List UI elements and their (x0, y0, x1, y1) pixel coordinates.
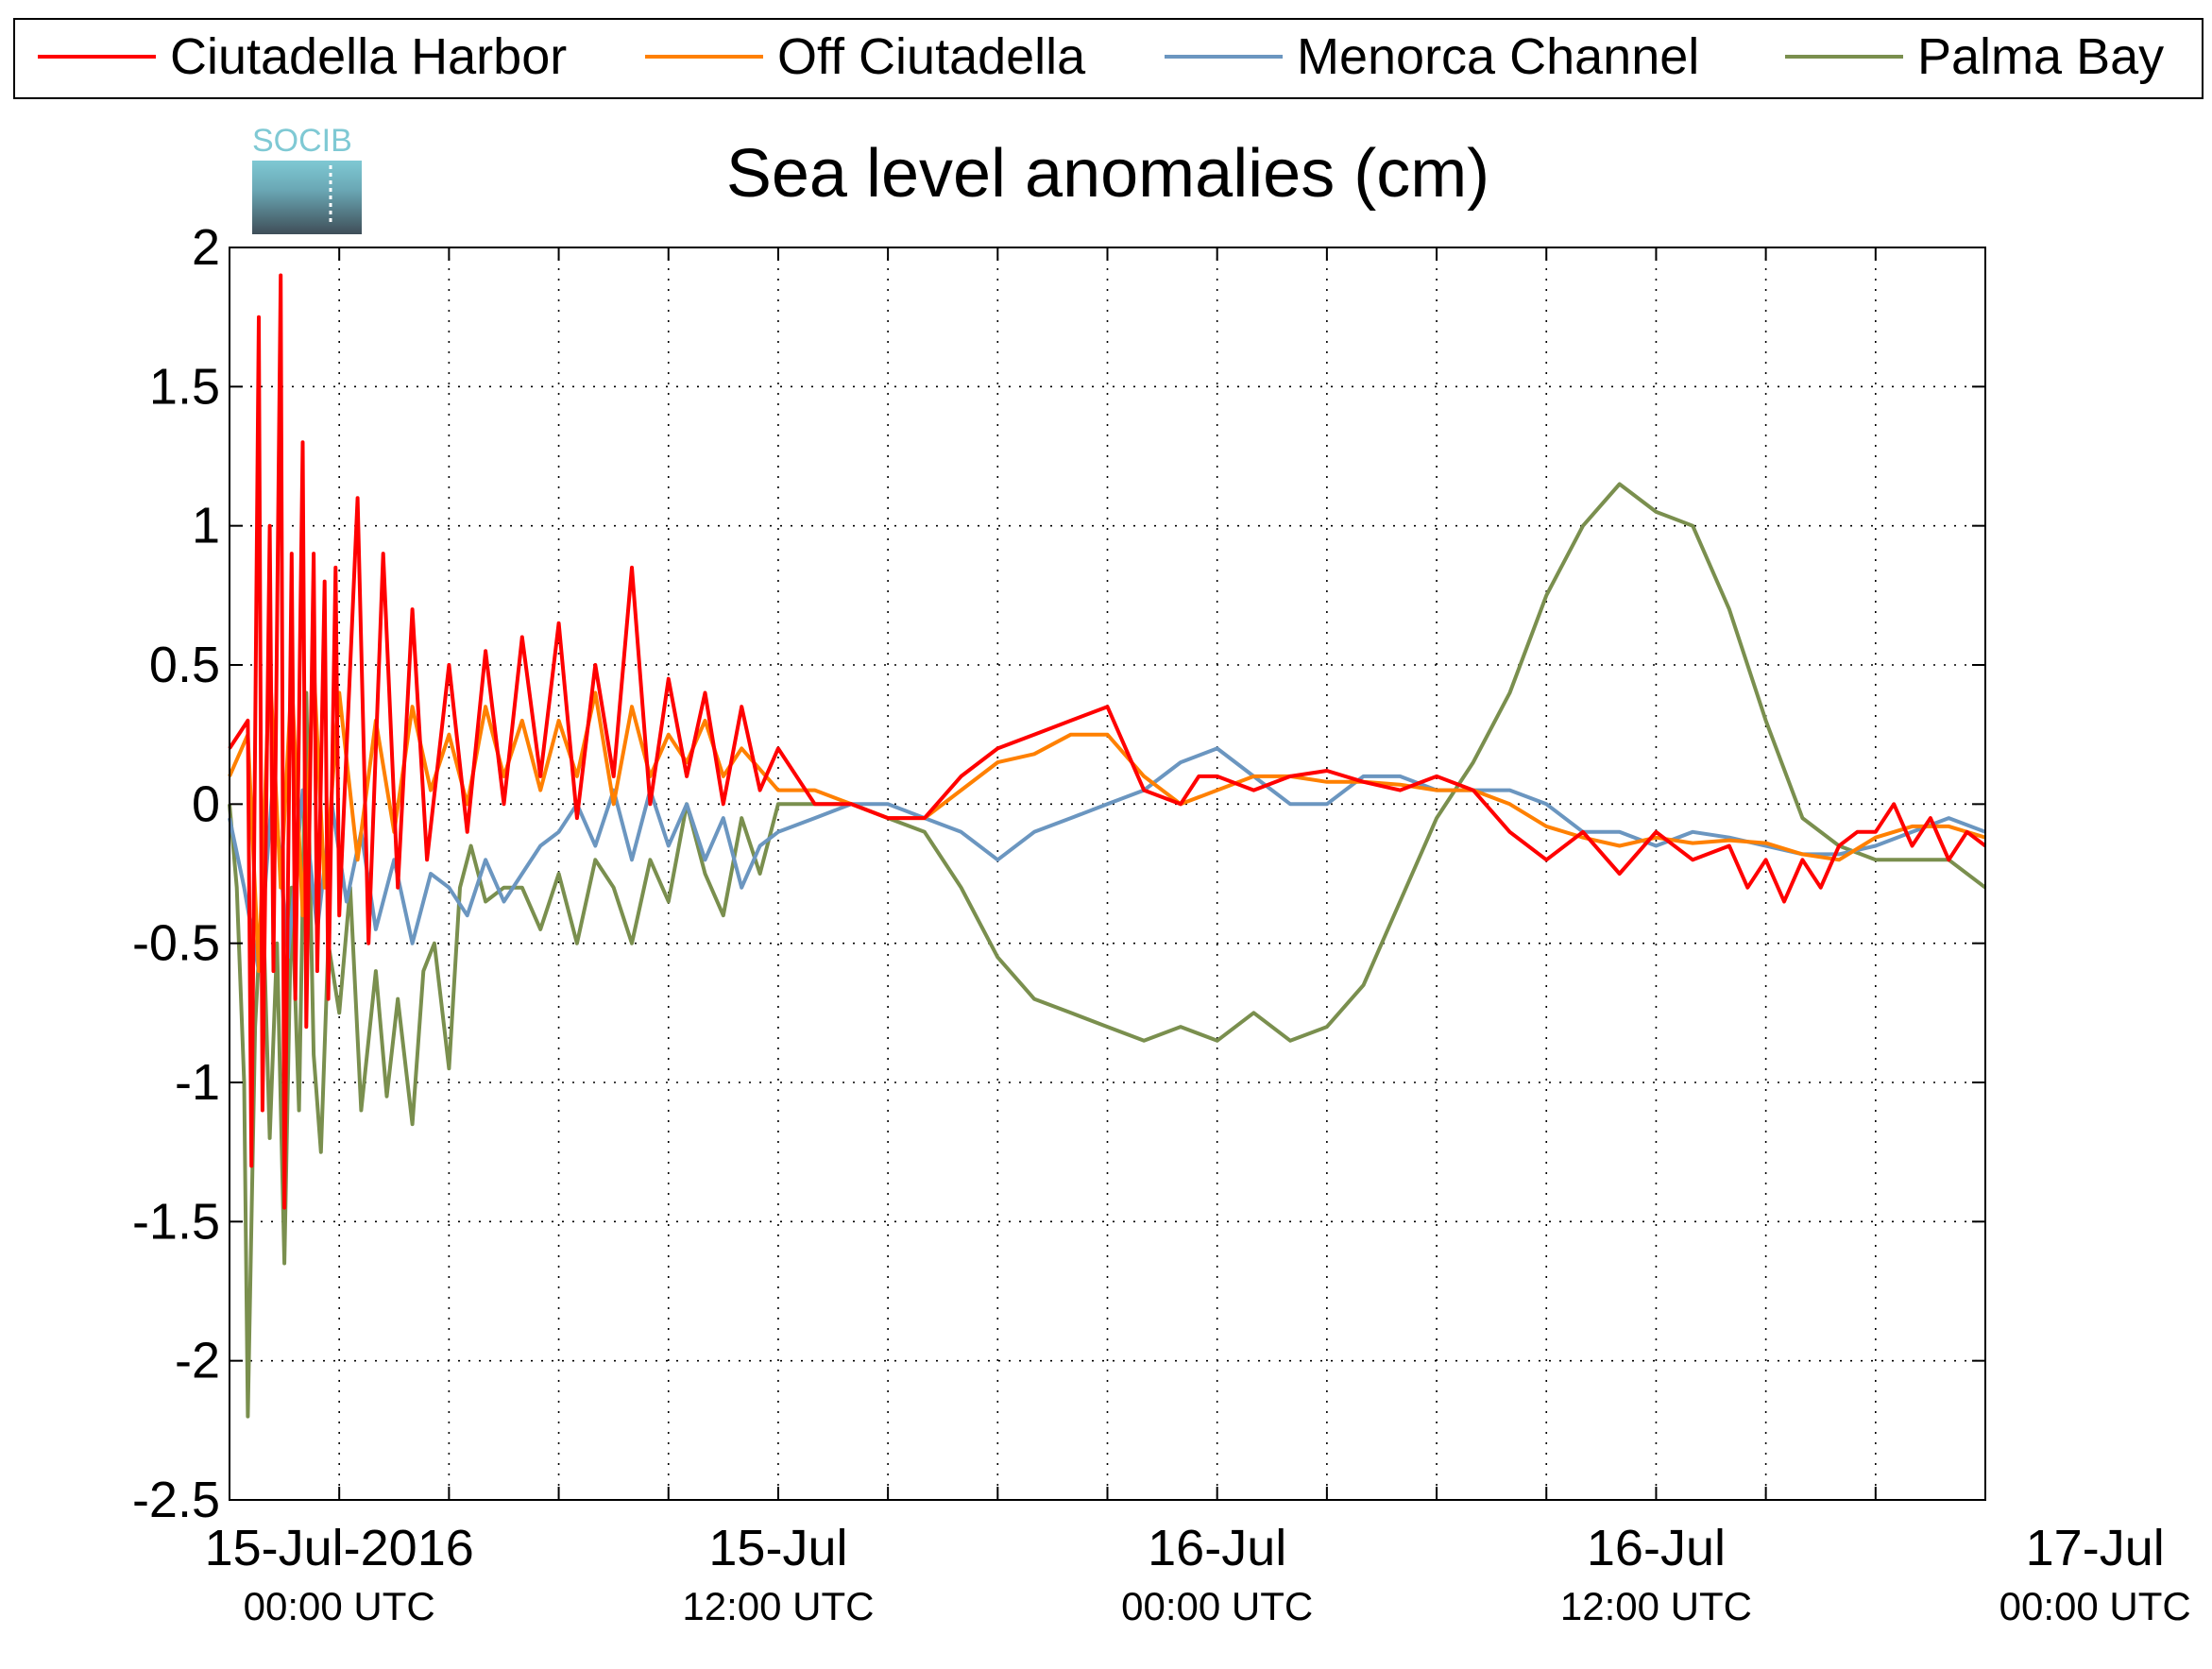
grid-lines (230, 247, 1985, 1500)
x-tick-label-time: 00:00 UTC (244, 1584, 435, 1628)
y-tick-label: 2 (192, 219, 220, 276)
x-tick-label-date: 15-Jul (708, 1520, 847, 1576)
legend: Ciutadella Harbor Off Ciutadella Menorca… (13, 18, 2203, 99)
legend-label-ciutadella-harbor: Ciutadella Harbor (170, 28, 567, 85)
series-line-ciutadella-harbor (228, 273, 1987, 1210)
x-tick-labels: 15-Jul-2016 00:00 UTC 15-Jul 12:00 UTC 16-Ju… (205, 1520, 2191, 1628)
legend-label-palma-bay: Palma Bay (1917, 28, 2164, 85)
y-tick-label: -0.5 (132, 915, 220, 972)
series-lines (228, 273, 1987, 1419)
logo-block (252, 161, 362, 234)
y-tick-label: -1.5 (132, 1193, 220, 1250)
x-tick-label-time: 00:00 UTC (1999, 1584, 2191, 1628)
x-tick-label-time: 00:00 UTC (1121, 1584, 1313, 1628)
series-line-menorca-channel (228, 746, 1986, 974)
socib-logo: SOCIB (252, 123, 362, 234)
y-tick-label: -2 (175, 1333, 220, 1389)
chart-title: Sea level anomalies (cm) (726, 136, 1489, 212)
logo-text: SOCIB (252, 123, 352, 159)
x-tick-label-date: 17-Jul (2026, 1520, 2165, 1576)
y-tick-label: 0.5 (149, 637, 220, 693)
y-tick-label: -1 (175, 1054, 220, 1111)
x-tick-label-date: 15-Jul-2016 (205, 1520, 474, 1576)
y-tick-label: 0 (192, 775, 220, 832)
y-tick-label: -2.5 (132, 1472, 220, 1528)
x-tick-label-date: 16-Jul (1148, 1520, 1286, 1576)
x-tick-label-date: 16-Jul (1587, 1520, 1726, 1576)
legend-label-menorca-channel: Menorca Channel (1297, 28, 1699, 85)
y-tick-labels: -2.5 -2 -1.5 -1 -0.5 0 0.5 1 1.5 2 (132, 219, 220, 1528)
y-tick-label: 1.5 (149, 358, 220, 415)
x-tick-label-time: 12:00 UTC (682, 1584, 874, 1628)
y-tick-label: 1 (192, 498, 220, 554)
legend-label-off-ciutadella: Off Ciutadella (777, 28, 1086, 85)
x-tick-label-time: 12:00 UTC (1560, 1584, 1752, 1628)
axis-ticks (229, 247, 1986, 1501)
